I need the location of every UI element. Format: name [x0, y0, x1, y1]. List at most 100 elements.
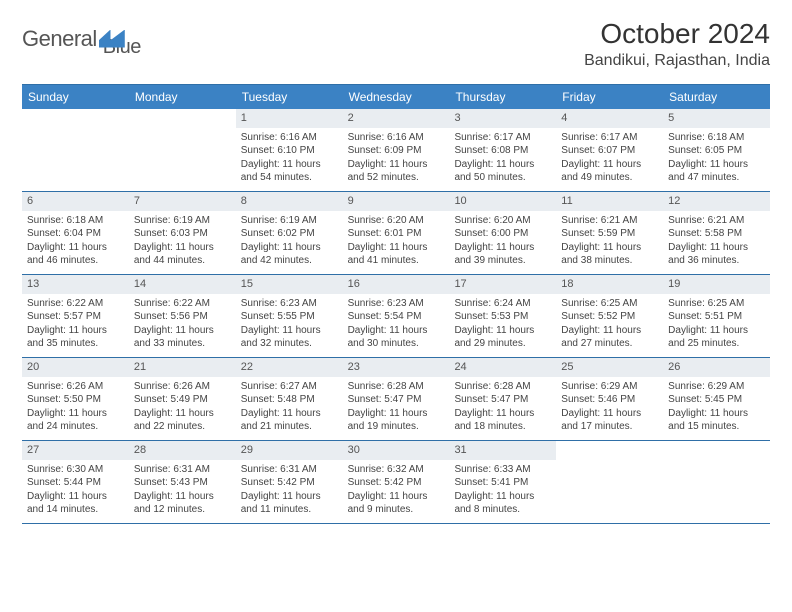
- day-cell: 22Sunrise: 6:27 AMSunset: 5:48 PMDayligh…: [236, 358, 343, 440]
- day-number: 27: [22, 441, 129, 460]
- weekday-header: Thursday: [449, 85, 556, 109]
- day-details: Sunrise: 6:29 AMSunset: 5:45 PMDaylight:…: [663, 377, 770, 439]
- day-cell: 3Sunrise: 6:17 AMSunset: 6:08 PMDaylight…: [449, 109, 556, 191]
- daylight-line: Daylight: 11 hours and 44 minutes.: [134, 241, 231, 268]
- daylight-line: Daylight: 11 hours and 9 minutes.: [348, 490, 445, 517]
- day-cell: 12Sunrise: 6:21 AMSunset: 5:58 PMDayligh…: [663, 192, 770, 274]
- weekday-header: Tuesday: [236, 85, 343, 109]
- day-details: Sunrise: 6:24 AMSunset: 5:53 PMDaylight:…: [449, 294, 556, 356]
- day-number: 12: [663, 192, 770, 211]
- day-number: 24: [449, 358, 556, 377]
- day-cell: 28Sunrise: 6:31 AMSunset: 5:43 PMDayligh…: [129, 441, 236, 523]
- daylight-line: Daylight: 11 hours and 29 minutes.: [454, 324, 551, 351]
- weekday-header: Saturday: [663, 85, 770, 109]
- sunrise-line: Sunrise: 6:16 AM: [348, 131, 445, 145]
- day-details: Sunrise: 6:25 AMSunset: 5:51 PMDaylight:…: [663, 294, 770, 356]
- daylight-line: Daylight: 11 hours and 19 minutes.: [348, 407, 445, 434]
- brand-logo: General Blue: [22, 18, 141, 59]
- day-details: Sunrise: 6:18 AMSunset: 6:05 PMDaylight:…: [663, 128, 770, 190]
- calendar-grid: SundayMondayTuesdayWednesdayThursdayFrid…: [22, 84, 770, 524]
- day-cell: 31Sunrise: 6:33 AMSunset: 5:41 PMDayligh…: [449, 441, 556, 523]
- week-row: 20Sunrise: 6:26 AMSunset: 5:50 PMDayligh…: [22, 358, 770, 441]
- day-details: Sunrise: 6:30 AMSunset: 5:44 PMDaylight:…: [22, 460, 129, 522]
- sunrise-line: Sunrise: 6:33 AM: [454, 463, 551, 477]
- week-row: 6Sunrise: 6:18 AMSunset: 6:04 PMDaylight…: [22, 192, 770, 275]
- daylight-line: Daylight: 11 hours and 41 minutes.: [348, 241, 445, 268]
- day-number: 19: [663, 275, 770, 294]
- daylight-line: Daylight: 11 hours and 46 minutes.: [27, 241, 124, 268]
- sunrise-line: Sunrise: 6:19 AM: [241, 214, 338, 228]
- week-row: 13Sunrise: 6:22 AMSunset: 5:57 PMDayligh…: [22, 275, 770, 358]
- day-cell: 8Sunrise: 6:19 AMSunset: 6:02 PMDaylight…: [236, 192, 343, 274]
- day-number: 23: [343, 358, 450, 377]
- weekday-header: Wednesday: [343, 85, 450, 109]
- weeks-container: 1Sunrise: 6:16 AMSunset: 6:10 PMDaylight…: [22, 109, 770, 524]
- sunset-line: Sunset: 5:53 PM: [454, 310, 551, 324]
- daylight-line: Daylight: 11 hours and 27 minutes.: [561, 324, 658, 351]
- weekday-header-row: SundayMondayTuesdayWednesdayThursdayFrid…: [22, 85, 770, 109]
- sunrise-line: Sunrise: 6:26 AM: [134, 380, 231, 394]
- day-details: Sunrise: 6:22 AMSunset: 5:57 PMDaylight:…: [22, 294, 129, 356]
- day-details: Sunrise: 6:20 AMSunset: 6:01 PMDaylight:…: [343, 211, 450, 273]
- day-cell: 19Sunrise: 6:25 AMSunset: 5:51 PMDayligh…: [663, 275, 770, 357]
- day-details: Sunrise: 6:21 AMSunset: 5:59 PMDaylight:…: [556, 211, 663, 273]
- daylight-line: Daylight: 11 hours and 12 minutes.: [134, 490, 231, 517]
- daylight-line: Daylight: 11 hours and 52 minutes.: [348, 158, 445, 185]
- sunrise-line: Sunrise: 6:16 AM: [241, 131, 338, 145]
- day-cell: 4Sunrise: 6:17 AMSunset: 6:07 PMDaylight…: [556, 109, 663, 191]
- sunrise-line: Sunrise: 6:18 AM: [27, 214, 124, 228]
- day-number: 15: [236, 275, 343, 294]
- sunrise-line: Sunrise: 6:25 AM: [668, 297, 765, 311]
- day-details: Sunrise: 6:31 AMSunset: 5:42 PMDaylight:…: [236, 460, 343, 522]
- day-cell: 14Sunrise: 6:22 AMSunset: 5:56 PMDayligh…: [129, 275, 236, 357]
- sunset-line: Sunset: 5:44 PM: [27, 476, 124, 490]
- day-number: 11: [556, 192, 663, 211]
- day-cell: 6Sunrise: 6:18 AMSunset: 6:04 PMDaylight…: [22, 192, 129, 274]
- daylight-line: Daylight: 11 hours and 42 minutes.: [241, 241, 338, 268]
- sunset-line: Sunset: 6:01 PM: [348, 227, 445, 241]
- sunrise-line: Sunrise: 6:21 AM: [668, 214, 765, 228]
- day-number: 14: [129, 275, 236, 294]
- day-details: Sunrise: 6:32 AMSunset: 5:42 PMDaylight:…: [343, 460, 450, 522]
- sunrise-line: Sunrise: 6:27 AM: [241, 380, 338, 394]
- daylight-line: Daylight: 11 hours and 50 minutes.: [454, 158, 551, 185]
- sunrise-line: Sunrise: 6:30 AM: [27, 463, 124, 477]
- day-cell: 7Sunrise: 6:19 AMSunset: 6:03 PMDaylight…: [129, 192, 236, 274]
- sunset-line: Sunset: 6:02 PM: [241, 227, 338, 241]
- day-details: Sunrise: 6:19 AMSunset: 6:02 PMDaylight:…: [236, 211, 343, 273]
- sunrise-line: Sunrise: 6:18 AM: [668, 131, 765, 145]
- sunset-line: Sunset: 6:07 PM: [561, 144, 658, 158]
- day-cell: 10Sunrise: 6:20 AMSunset: 6:00 PMDayligh…: [449, 192, 556, 274]
- day-number: 6: [22, 192, 129, 211]
- sunset-line: Sunset: 5:50 PM: [27, 393, 124, 407]
- day-details: Sunrise: 6:23 AMSunset: 5:55 PMDaylight:…: [236, 294, 343, 356]
- daylight-line: Daylight: 11 hours and 47 minutes.: [668, 158, 765, 185]
- weekday-header: Friday: [556, 85, 663, 109]
- sunset-line: Sunset: 5:47 PM: [454, 393, 551, 407]
- sunrise-line: Sunrise: 6:28 AM: [454, 380, 551, 394]
- location-label: Bandikui, Rajasthan, India: [584, 52, 770, 70]
- week-row: 1Sunrise: 6:16 AMSunset: 6:10 PMDaylight…: [22, 109, 770, 192]
- day-cell: 25Sunrise: 6:29 AMSunset: 5:46 PMDayligh…: [556, 358, 663, 440]
- sunset-line: Sunset: 5:52 PM: [561, 310, 658, 324]
- daylight-line: Daylight: 11 hours and 30 minutes.: [348, 324, 445, 351]
- daylight-line: Daylight: 11 hours and 17 minutes.: [561, 407, 658, 434]
- day-details: Sunrise: 6:26 AMSunset: 5:49 PMDaylight:…: [129, 377, 236, 439]
- month-title: October 2024: [584, 18, 770, 50]
- day-number: 8: [236, 192, 343, 211]
- day-details: Sunrise: 6:29 AMSunset: 5:46 PMDaylight:…: [556, 377, 663, 439]
- day-cell: 18Sunrise: 6:25 AMSunset: 5:52 PMDayligh…: [556, 275, 663, 357]
- day-number: 26: [663, 358, 770, 377]
- day-cell: 13Sunrise: 6:22 AMSunset: 5:57 PMDayligh…: [22, 275, 129, 357]
- sunset-line: Sunset: 5:42 PM: [241, 476, 338, 490]
- sunrise-line: Sunrise: 6:28 AM: [348, 380, 445, 394]
- daylight-line: Daylight: 11 hours and 11 minutes.: [241, 490, 338, 517]
- header-bar: General Blue October 2024 Bandikui, Raja…: [22, 18, 770, 70]
- sunrise-line: Sunrise: 6:17 AM: [561, 131, 658, 145]
- sunset-line: Sunset: 5:47 PM: [348, 393, 445, 407]
- sunrise-line: Sunrise: 6:31 AM: [134, 463, 231, 477]
- sunset-line: Sunset: 5:58 PM: [668, 227, 765, 241]
- sunrise-line: Sunrise: 6:29 AM: [561, 380, 658, 394]
- daylight-line: Daylight: 11 hours and 33 minutes.: [134, 324, 231, 351]
- weekday-header: Monday: [129, 85, 236, 109]
